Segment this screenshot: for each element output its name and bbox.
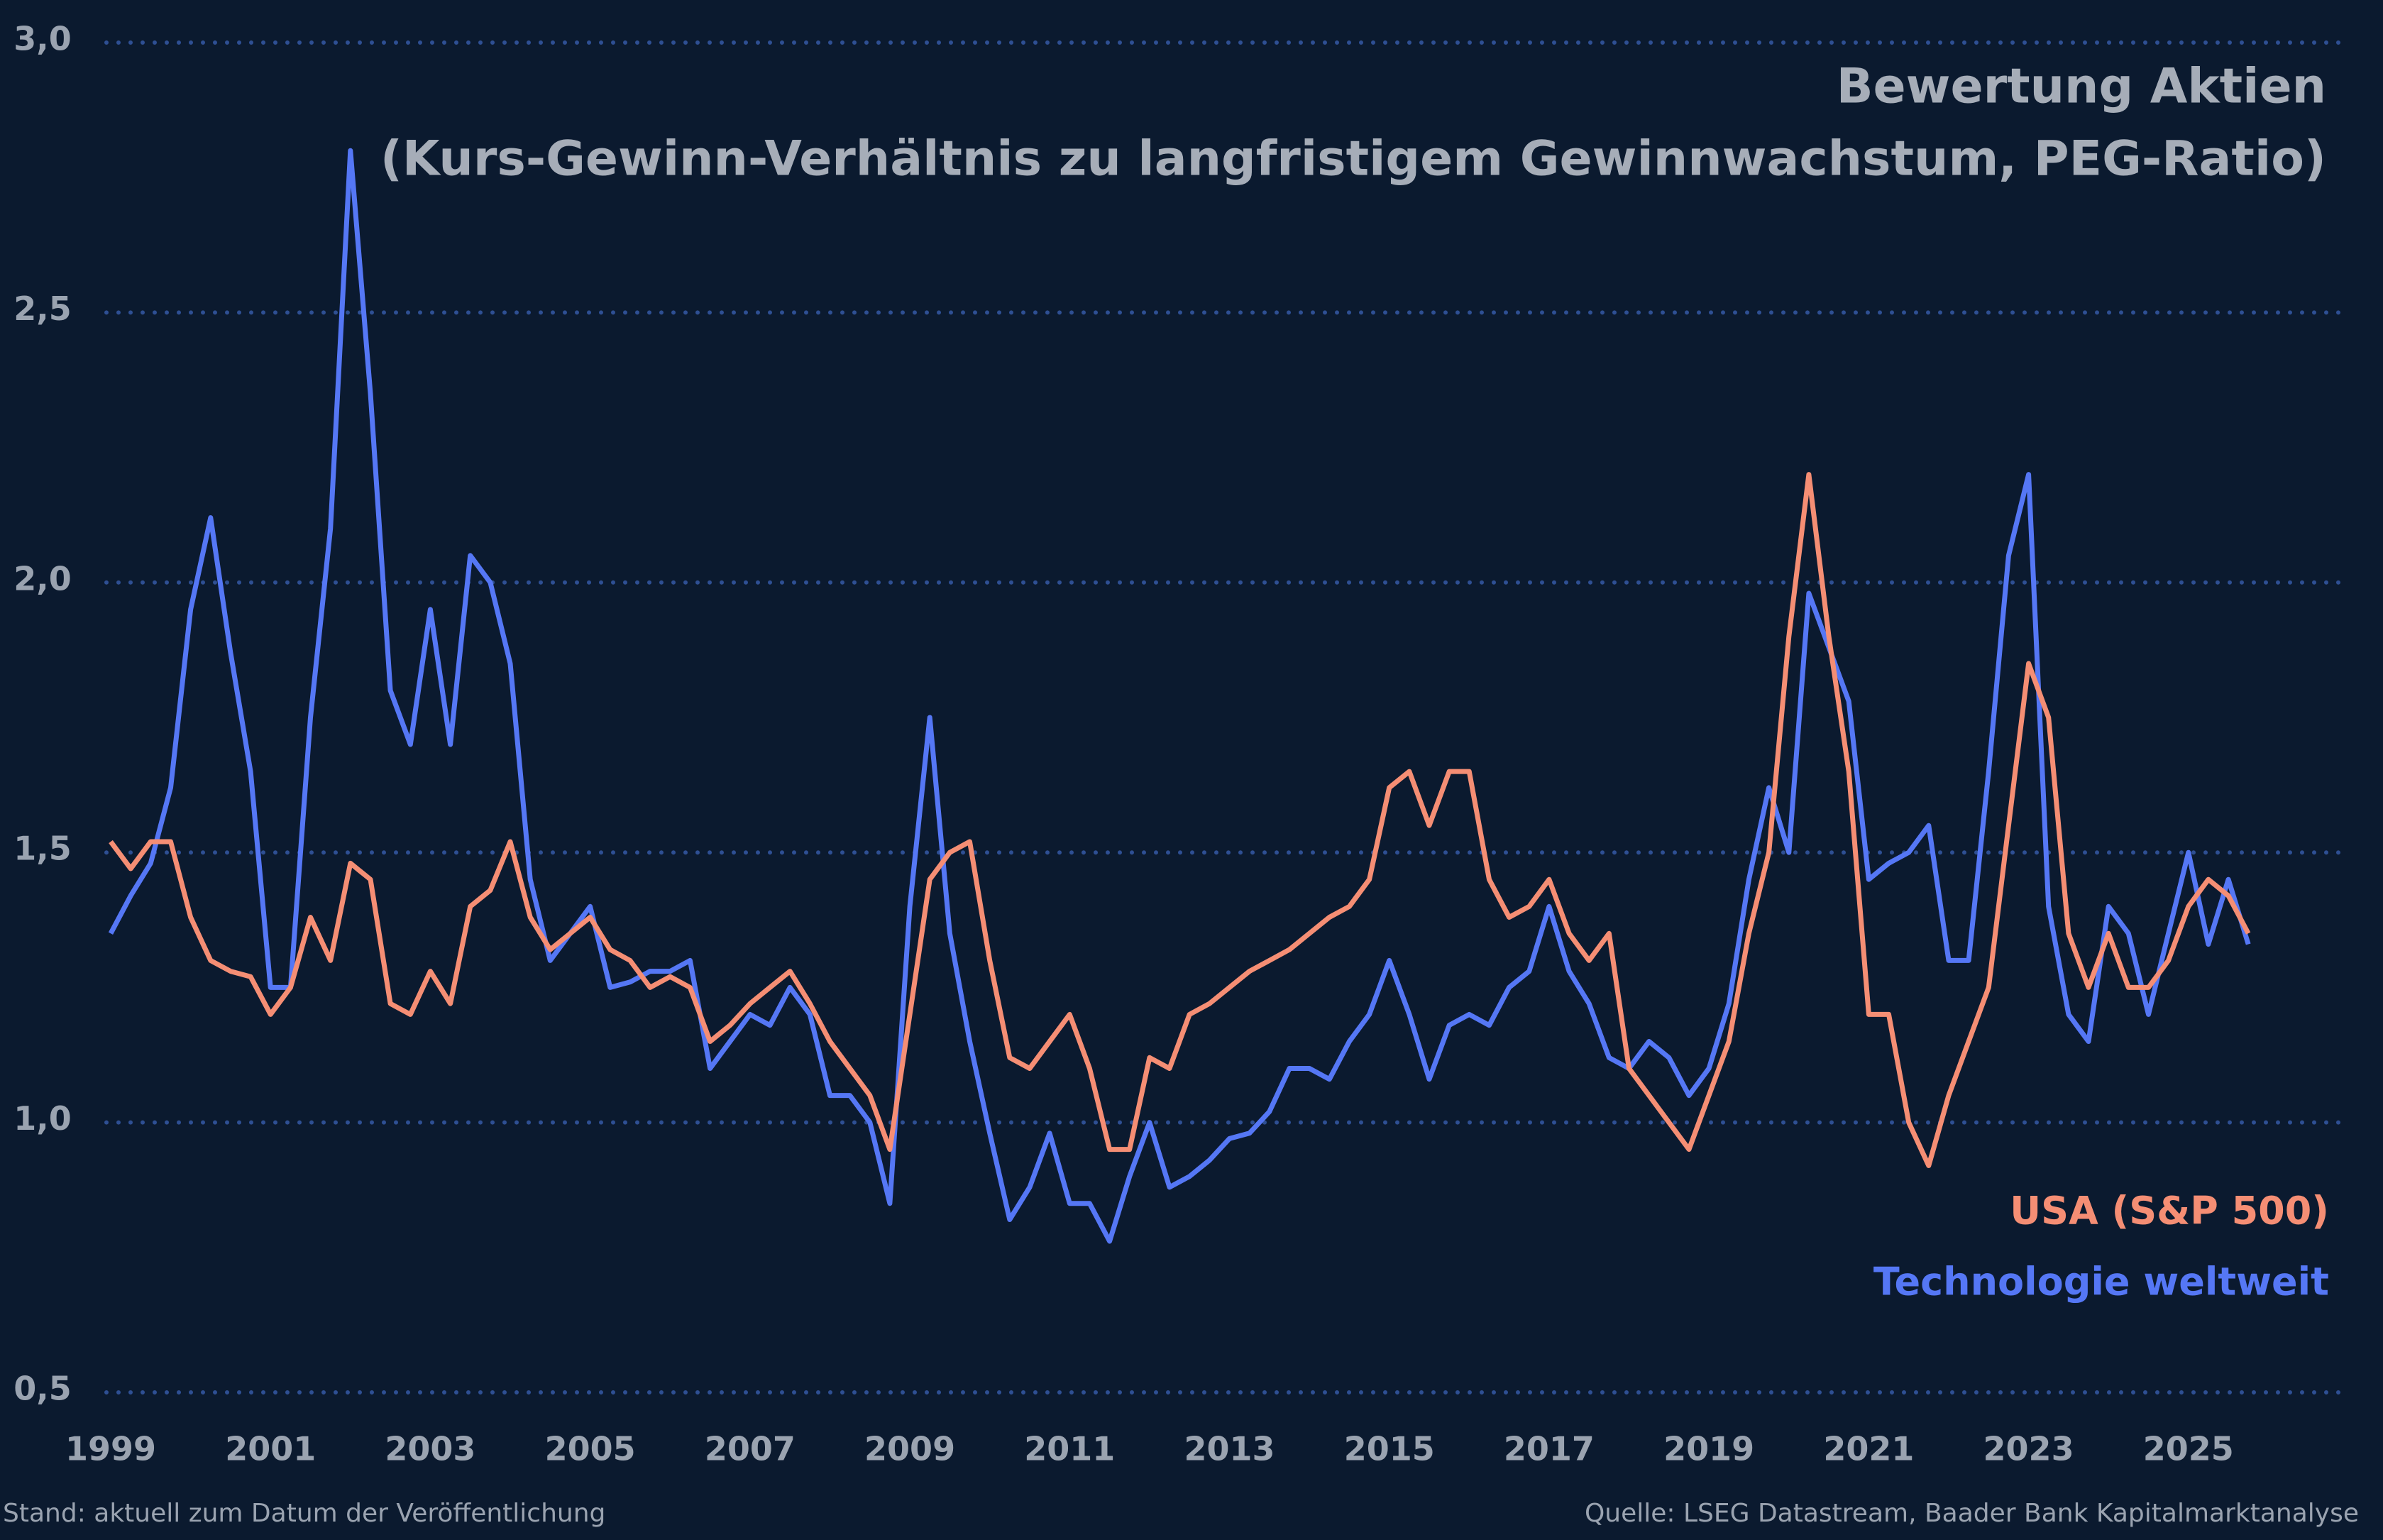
- footnote: Stand: aktuell zum Datum der Veröffentli…: [3, 1499, 605, 1528]
- y-tick-label: 0,5: [13, 1370, 72, 1408]
- y-tick-label: 1,0: [13, 1099, 72, 1138]
- x-tick-label: 2025: [2143, 1430, 2234, 1468]
- x-tick-label: 2019: [1663, 1430, 1754, 1468]
- x-tick-label: 2023: [1983, 1430, 2074, 1468]
- x-tick-label: 2009: [864, 1430, 955, 1468]
- x-tick-label: 2017: [1504, 1430, 1595, 1468]
- chart-subtitle: (Kurs-Gewinn-Verhältnis zu langfristigem…: [380, 131, 2326, 187]
- y-tick-label: 2,0: [13, 559, 72, 598]
- x-tick-label: 2001: [225, 1430, 316, 1468]
- grid: [104, 40, 2350, 1395]
- x-tick-label: 1999: [65, 1430, 156, 1468]
- x-tick-label: 2005: [545, 1430, 636, 1468]
- legend-entry: USA (S&P 500): [2010, 1189, 2329, 1233]
- y-tick-label: 3,0: [13, 20, 72, 58]
- y-tick-label: 1,5: [13, 830, 72, 868]
- lines: [108, 148, 2251, 1244]
- x-tick-label: 2011: [1024, 1430, 1115, 1468]
- x-tick-label: 2015: [1344, 1430, 1435, 1468]
- x-tick-label: 2013: [1184, 1430, 1275, 1468]
- source: Quelle: LSEG Datastream, Baader Bank Kap…: [1585, 1499, 2359, 1528]
- x-tick-label: 2003: [385, 1430, 475, 1468]
- x-tick-label: 2021: [1823, 1430, 1914, 1468]
- line-series: [108, 148, 2251, 1244]
- y-tick-label: 2,5: [13, 290, 72, 328]
- chart-title: Bewertung Aktien: [1837, 59, 2326, 115]
- line-series: [109, 472, 2251, 1168]
- legend-entry: Technologie weltweit: [1873, 1260, 2329, 1304]
- x-tick-label: 2007: [705, 1430, 796, 1468]
